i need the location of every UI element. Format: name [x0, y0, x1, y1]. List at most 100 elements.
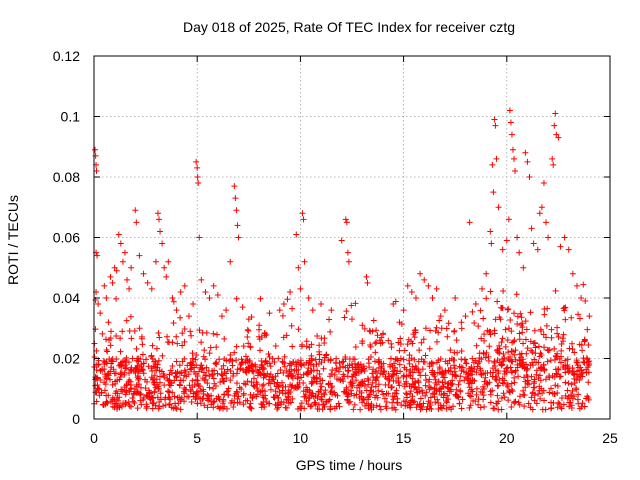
- data-point: [514, 320, 521, 327]
- data-point: [536, 372, 543, 379]
- data-point: [551, 374, 558, 381]
- data-point: [381, 395, 388, 402]
- data-point: [181, 372, 188, 379]
- data-point: [181, 282, 188, 289]
- data-point: [126, 402, 133, 409]
- data-point: [434, 338, 441, 345]
- data-point: [134, 364, 141, 371]
- data-point: [264, 370, 271, 377]
- data-point: [421, 276, 428, 283]
- data-point: [522, 318, 529, 325]
- data-point: [433, 285, 440, 292]
- data-point: [309, 307, 316, 314]
- data-point: [318, 383, 325, 390]
- data-point: [344, 373, 351, 380]
- data-point: [495, 382, 502, 389]
- data-point: [565, 393, 572, 400]
- y-tick-label: 0.06: [53, 230, 80, 246]
- data-point: [194, 164, 201, 171]
- data-point: [524, 345, 531, 352]
- data-point: [489, 161, 496, 168]
- data-point: [382, 381, 389, 388]
- data-point: [495, 367, 502, 374]
- data-point: [252, 361, 259, 368]
- data-point: [433, 359, 440, 366]
- data-point: [354, 384, 361, 391]
- data-point: [509, 339, 516, 346]
- data-point: [133, 389, 140, 396]
- data-point: [466, 372, 473, 379]
- data-point: [447, 368, 454, 375]
- data-point: [126, 388, 133, 395]
- data-point: [462, 374, 469, 381]
- data-point: [102, 400, 109, 407]
- data-point: [239, 304, 246, 311]
- data-point: [314, 367, 321, 374]
- data-point: [187, 366, 194, 373]
- data-point: [534, 246, 541, 253]
- data-point: [349, 316, 355, 323]
- data-point: [280, 369, 287, 376]
- data-point: [393, 390, 400, 397]
- data-point: [451, 365, 458, 372]
- data-point: [122, 365, 129, 372]
- data-point: [192, 370, 199, 377]
- data-point: [332, 367, 339, 374]
- data-point: [518, 362, 525, 369]
- data-point: [343, 389, 350, 396]
- data-point: [327, 406, 334, 413]
- data-point: [103, 295, 110, 301]
- data-point: [385, 376, 392, 383]
- data-point: [388, 340, 395, 347]
- data-point: [159, 352, 166, 359]
- data-point: [473, 369, 480, 376]
- data-point: [148, 285, 155, 292]
- data-point: [140, 370, 147, 377]
- data-point: [262, 359, 269, 366]
- data-point: [375, 387, 382, 394]
- data-point: [445, 320, 452, 327]
- data-point: [514, 234, 521, 241]
- data-point: [377, 370, 384, 377]
- data-point: [475, 396, 482, 403]
- data-point: [543, 322, 550, 329]
- data-point: [201, 347, 208, 354]
- data-point: [133, 383, 140, 390]
- data-point: [205, 368, 212, 375]
- data-point: [428, 359, 435, 366]
- data-point: [138, 335, 145, 342]
- data-point: [168, 404, 175, 411]
- data-point: [502, 326, 509, 333]
- data-point: [320, 390, 327, 397]
- data-point: [295, 405, 302, 412]
- data-point: [136, 252, 143, 259]
- data-point: [109, 279, 116, 286]
- data-point: [138, 401, 145, 408]
- data-point: [176, 362, 183, 369]
- data-point: [516, 249, 523, 256]
- data-point: [117, 361, 124, 368]
- data-point: [551, 356, 558, 363]
- data-point: [127, 378, 134, 385]
- data-point: [386, 361, 393, 368]
- data-point: [206, 396, 213, 403]
- data-point: [418, 339, 425, 346]
- data-point: [529, 406, 536, 413]
- data-point: [427, 327, 434, 334]
- data-point: [350, 406, 357, 413]
- data-point: [375, 358, 382, 365]
- data-point: [242, 353, 249, 360]
- data-point: [447, 347, 454, 354]
- data-point: [249, 367, 256, 374]
- data-point: [210, 282, 217, 289]
- data-point: [326, 316, 333, 323]
- data-point: [244, 326, 251, 333]
- data-point: [161, 382, 168, 389]
- data-point: [466, 404, 473, 411]
- data-point: [234, 222, 241, 229]
- data-point: [342, 216, 349, 223]
- data-point: [553, 131, 560, 138]
- data-point: [378, 334, 385, 341]
- data-point: [197, 387, 204, 394]
- data-point: [208, 401, 215, 408]
